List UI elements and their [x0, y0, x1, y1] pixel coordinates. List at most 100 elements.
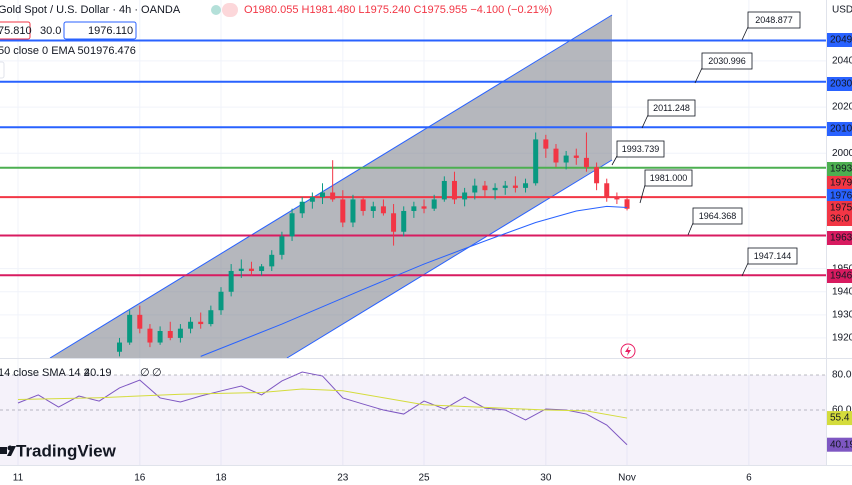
- callout-label: 1964.368: [699, 211, 737, 221]
- price-badge: [827, 33, 852, 47]
- callout-leader: [641, 114, 649, 129]
- rsi-pane: [17, 371, 628, 446]
- bid: 75.810: [0, 25, 32, 37]
- candle-body: [614, 197, 620, 200]
- x-tick-label: 23: [337, 473, 349, 484]
- price-badge-label: 1963: [830, 233, 852, 244]
- callout-leader: [687, 222, 694, 236]
- rsi-readout: 40.19: [84, 367, 112, 379]
- price-pane: [0, 14, 826, 358]
- candle-body: [147, 328, 153, 343]
- candle-body: [259, 266, 265, 271]
- rsi-line: [17, 371, 628, 446]
- channel-top: [49, 14, 613, 358]
- callout-label: 2030.996: [708, 56, 746, 66]
- x-tick-label: 11: [13, 473, 24, 484]
- bid-box[interactable]: [0, 21, 31, 40]
- ohlc: O1980.055 H1981.480 L1975.240 C1975.955 …: [244, 4, 552, 16]
- price-badge-label: 1993: [830, 164, 852, 175]
- y-tick-label: 1950: [832, 263, 852, 274]
- candle-body: [462, 192, 468, 200]
- high: H1981.480: [302, 4, 356, 16]
- candle-body: [391, 213, 397, 232]
- candle-body: [188, 321, 194, 329]
- candle-body: [573, 155, 579, 158]
- axes: 11 16 18 23 25 30 Nov 6 1920 1930 1940 1950 2000 2020…: [13, 33, 852, 484]
- callout-box: [644, 169, 693, 187]
- price-badge: [827, 176, 852, 190]
- candle-body: [330, 192, 336, 200]
- rsi-badge: [827, 437, 852, 452]
- candle-body: [482, 185, 488, 191]
- candle-body: [543, 139, 549, 149]
- rsi-badge-label: 40.19: [830, 439, 852, 450]
- candle-body: [604, 183, 610, 198]
- price-badge-label: 1976: [830, 191, 852, 202]
- collapse-box[interactable]: [0, 61, 5, 79]
- candle-body: [624, 199, 630, 209]
- price-badge: [827, 231, 852, 245]
- candle-body: [208, 310, 214, 325]
- candle-body: [228, 270, 234, 292]
- candle-body: [137, 314, 143, 329]
- price-badge-label: 2030: [830, 79, 852, 90]
- y-tick-label: 1920: [832, 333, 852, 344]
- callout-box: [692, 207, 743, 225]
- logo-text: TradingView: [16, 441, 117, 460]
- indicator: 50 close 0 EMA 50: [0, 45, 90, 57]
- callout-leader: [639, 184, 646, 204]
- logo: TradingView: [0, 441, 117, 460]
- alert-bolt: [625, 346, 631, 356]
- rsi-band: [0, 375, 826, 465]
- candle-body: [238, 268, 244, 271]
- candle-body: [451, 180, 457, 200]
- candle-body: [411, 206, 417, 211]
- rsi-extra: ∅: [140, 367, 150, 379]
- candle-body: [167, 330, 173, 338]
- channel-bottom: [286, 159, 613, 358]
- candles: [116, 132, 630, 357]
- indicator-value: 1976.476: [90, 45, 136, 57]
- callout-leader: [741, 262, 749, 277]
- rsi-line: [17, 388, 628, 419]
- candle-body: [218, 291, 224, 311]
- ask-box[interactable]: [63, 21, 137, 40]
- price-badge-label: 1946: [830, 271, 852, 282]
- symbol: Gold Spot / U.S. Dollar · 4h · OANDA: [0, 4, 181, 16]
- price-badge: [827, 122, 852, 136]
- low: L1975.240: [358, 4, 410, 16]
- callout-box: [701, 52, 753, 70]
- candle-body: [472, 185, 478, 193]
- callout-label: 2011.248: [653, 103, 690, 113]
- price-badge: [827, 269, 852, 283]
- y-tick-label: 1940: [832, 286, 852, 297]
- candle-body: [116, 342, 122, 352]
- price-badge: [827, 201, 852, 226]
- price-badge-label: 1975: [830, 203, 852, 214]
- candle-body: [289, 213, 295, 237]
- x-tick-label: 6: [746, 473, 752, 484]
- price-badge-label: 2010: [830, 124, 852, 135]
- candle-body: [594, 167, 600, 184]
- candle-body: [533, 139, 539, 184]
- callout-box: [747, 11, 801, 29]
- callout-label: 1947.144: [754, 251, 792, 261]
- y-tick-label: 2040: [832, 56, 852, 67]
- candle-body: [492, 187, 498, 191]
- callout-label: 1981.000: [650, 173, 688, 183]
- candle-body: [512, 185, 518, 188]
- candle-body: [380, 206, 386, 214]
- currency: USD: [832, 5, 852, 16]
- ema-line: [200, 205, 628, 357]
- y-tick-label: 2020: [832, 102, 852, 113]
- callout-leader: [694, 67, 703, 84]
- callout-box: [647, 99, 696, 117]
- candle-body: [553, 148, 559, 163]
- callout-label: 2048.877: [755, 15, 793, 25]
- candle-body: [299, 201, 305, 214]
- price-badge: [827, 162, 852, 176]
- spread: 30.0: [40, 25, 61, 37]
- x-tick-label: 30: [540, 473, 552, 484]
